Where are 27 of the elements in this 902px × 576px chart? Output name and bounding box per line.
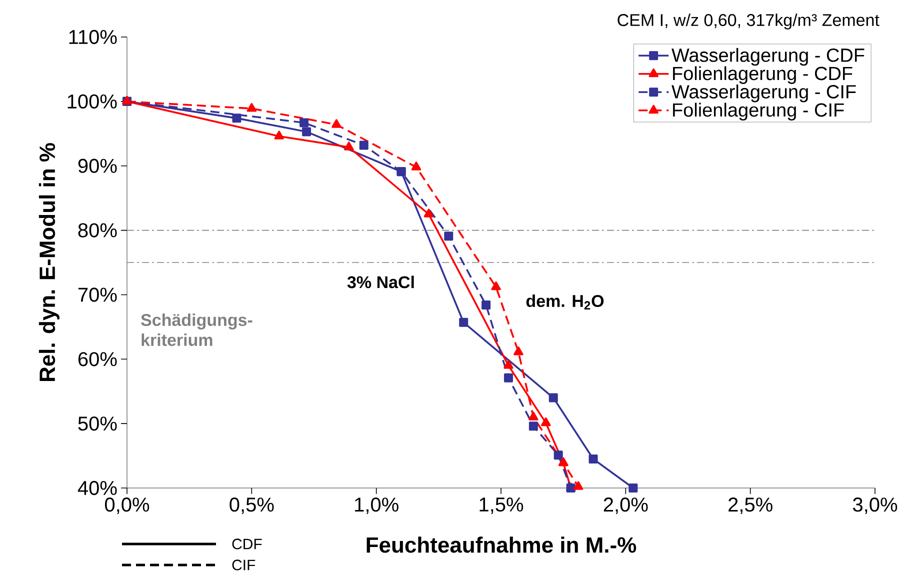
legend-label: Wasserlagerung - CIF (672, 84, 856, 102)
y-tick-label: 60% (78, 352, 117, 366)
annotation: 3% NaCl (347, 276, 414, 288)
x-axis-title: Feuchteaufnahme in M.-% (366, 536, 636, 553)
x-tick-label: 0,0% (104, 498, 150, 514)
x-tick-label: 3,0% (852, 498, 898, 514)
y-tick-label: 40% (78, 480, 117, 496)
y-tick-label: 70% (78, 288, 117, 302)
x-tick-label: 2,0% (604, 498, 648, 514)
legend-label: Folienlagerung - CDF (673, 66, 852, 84)
x-tick-label: 1,5% (480, 498, 524, 514)
x-tick-label: 2,5% (728, 498, 772, 514)
text: CIF (232, 560, 256, 570)
y-tick-label: 90% (78, 158, 117, 173)
annotation: Schädigungs- kriterium (141, 314, 252, 346)
chart-subtitle: CEM I, w/z 0,60, 317kg/m³ Zement (618, 14, 880, 30)
annotation: dem. H$_{2}$O (526, 294, 604, 310)
x-tick-label: 1,0% (355, 498, 398, 514)
y-tick-label: 80% (78, 223, 117, 238)
y-tick-label: 110% (69, 30, 117, 44)
text: CDF (232, 538, 262, 550)
y-tick-label: 50% (78, 416, 117, 431)
y-tick-label: 100% (68, 94, 117, 109)
legend-label: Wasserlagerung - CDF (672, 48, 864, 66)
x-tick-label: 0,5% (230, 498, 274, 514)
legend-label: Folienlagerung - CIF (673, 102, 844, 120)
y-axis-title: Rel. dyn. E-Modul in % (38, 143, 60, 382)
